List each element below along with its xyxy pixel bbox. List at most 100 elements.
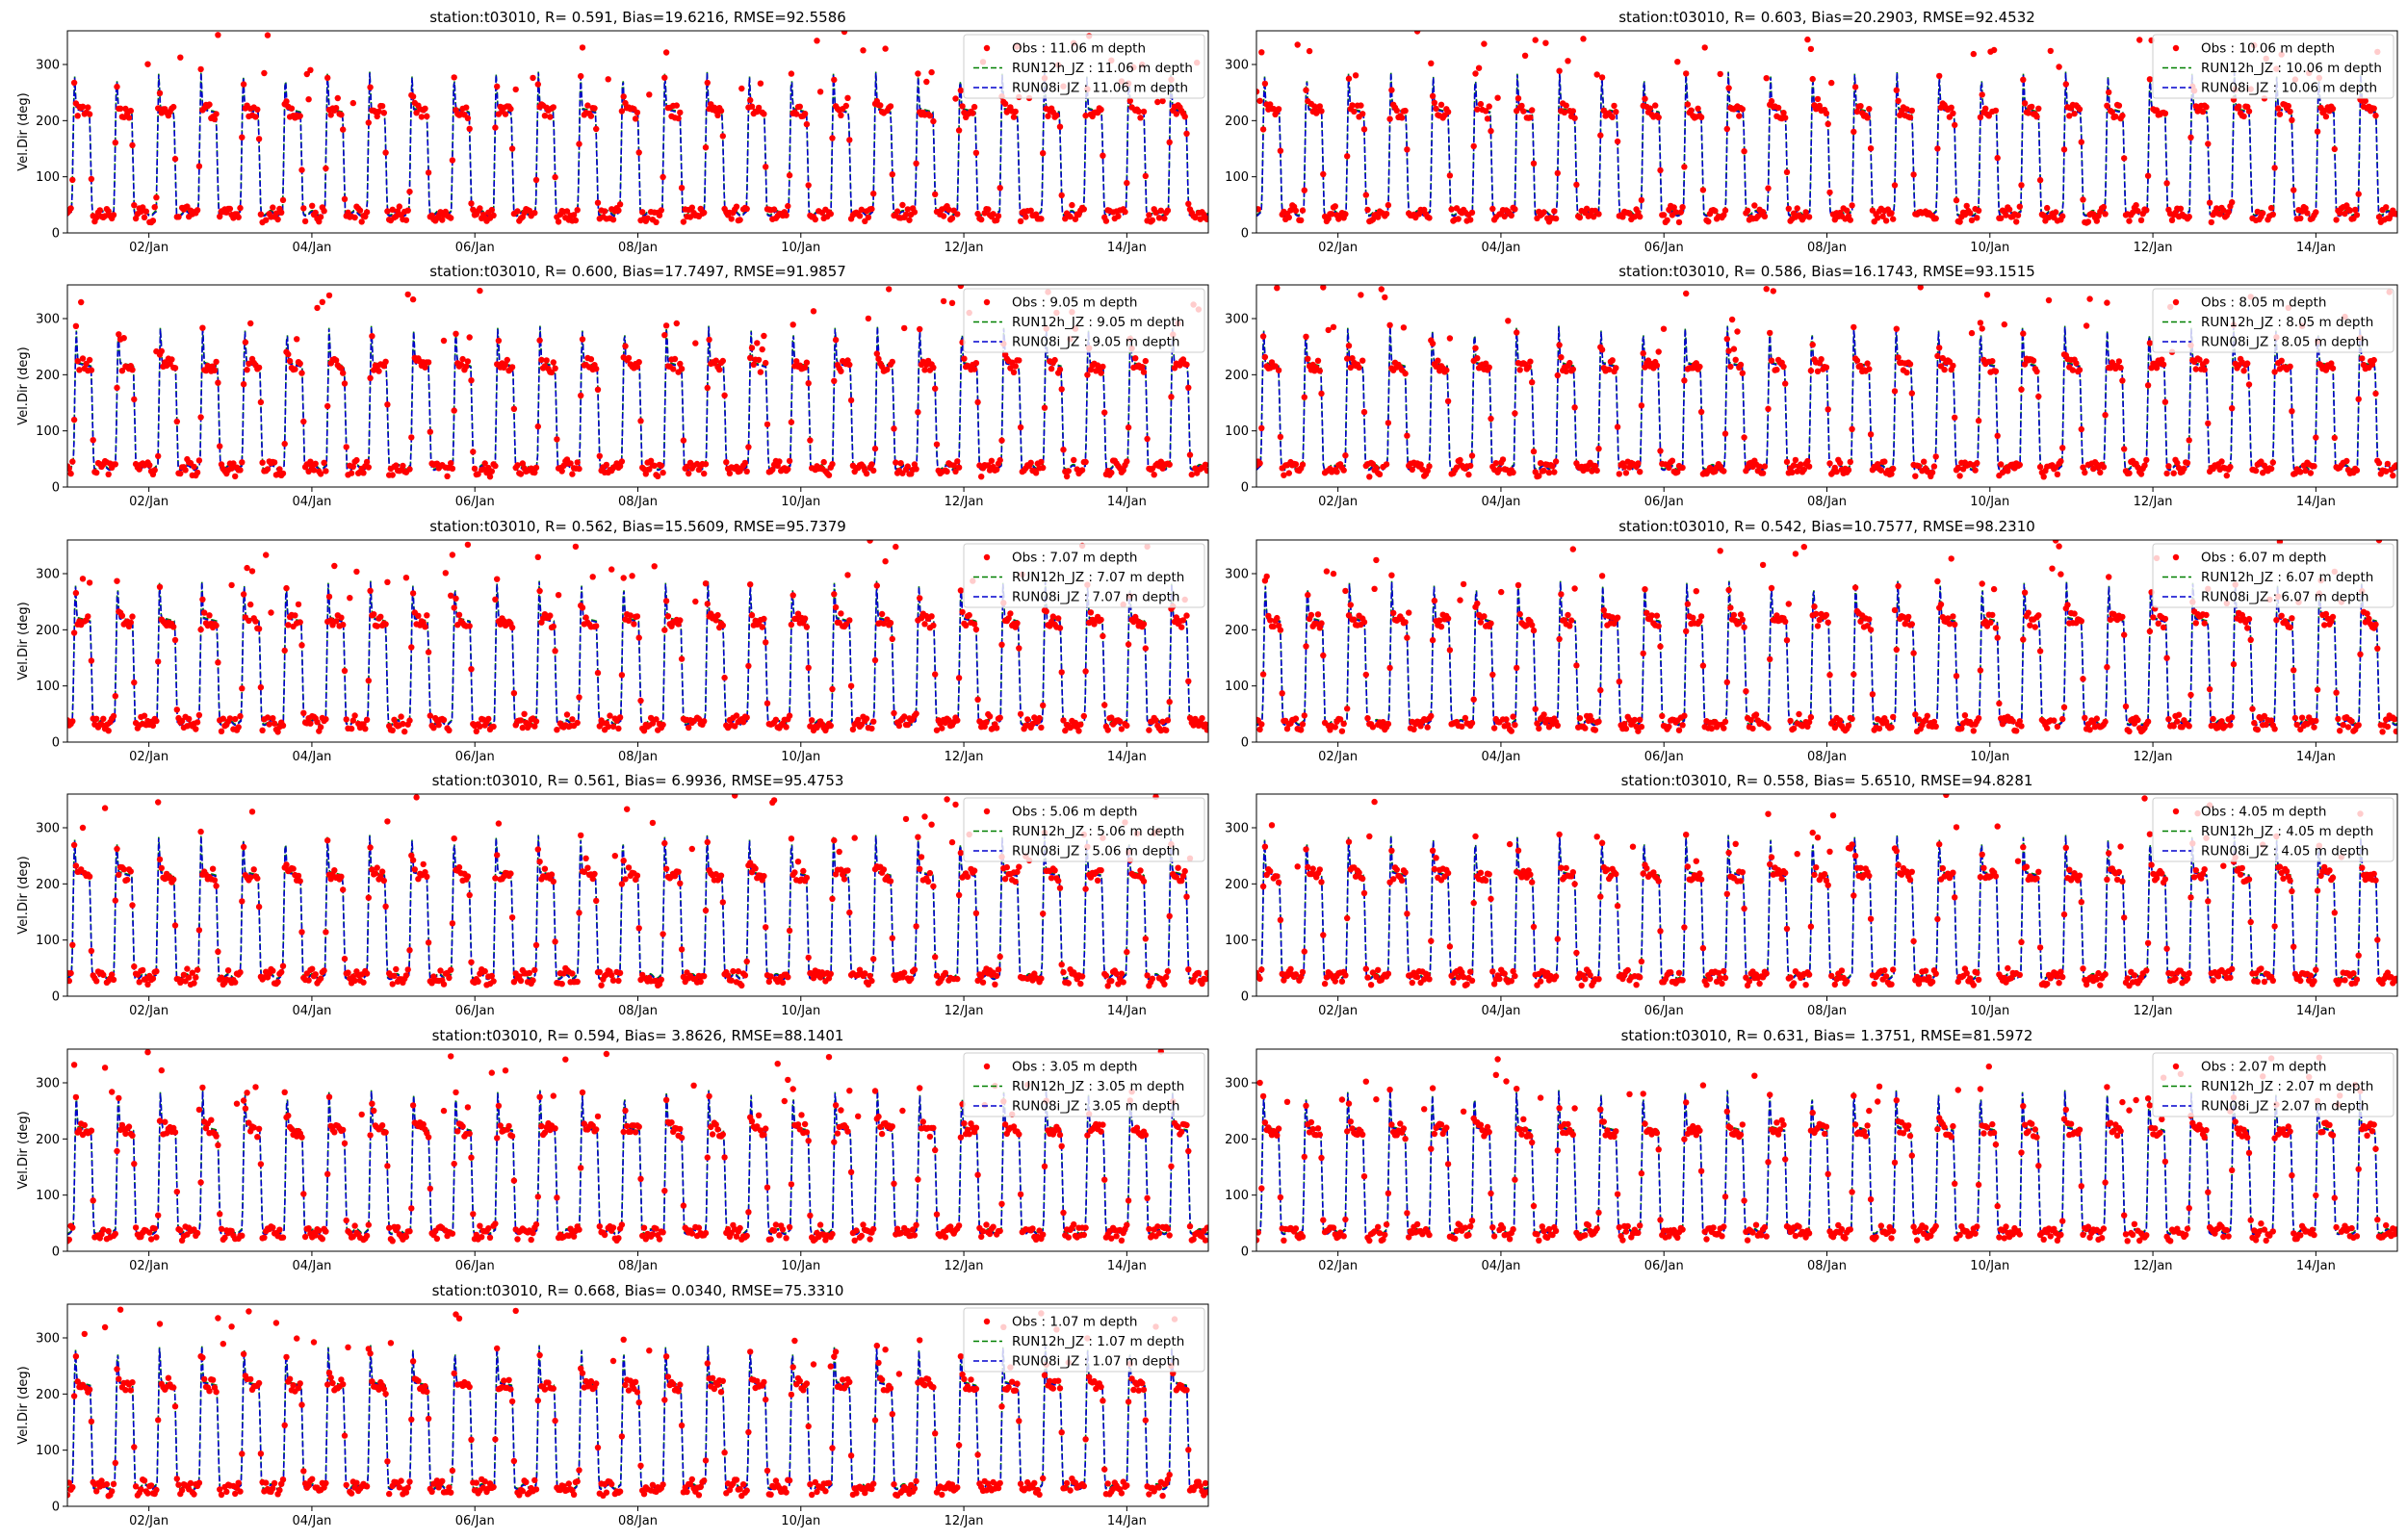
- obs-point: [509, 364, 515, 370]
- obs-point: [213, 359, 219, 365]
- obs-point: [1848, 217, 1853, 222]
- obs-point: [1371, 586, 1377, 592]
- obs-point: [886, 286, 892, 292]
- obs-point: [292, 612, 298, 618]
- obs-point: [503, 111, 508, 116]
- obs-point: [1069, 202, 1074, 208]
- obs-point: [129, 142, 135, 148]
- obs-point: [1525, 364, 1531, 370]
- obs-point: [131, 397, 137, 402]
- obs-point: [367, 85, 373, 90]
- obs-point: [783, 724, 789, 730]
- obs-point: [1780, 364, 1786, 370]
- obs-point: [542, 113, 548, 118]
- obs-point: [490, 213, 496, 218]
- obs-point: [894, 208, 900, 214]
- obs-point: [408, 434, 414, 440]
- obs-point: [943, 970, 948, 976]
- obs-point: [593, 366, 599, 372]
- obs-point: [588, 113, 594, 118]
- obs-point: [608, 566, 614, 572]
- obs-point: [252, 618, 258, 624]
- obs-point: [1167, 913, 1173, 919]
- obs-point: [1342, 588, 1348, 594]
- obs-point: [410, 296, 416, 302]
- obs-point: [375, 368, 381, 373]
- obs-point: [1315, 611, 1321, 617]
- legend: Obs : 8.05 m depthRUN12h_JZ : 8.05 m dep…: [2153, 289, 2394, 352]
- obs-point: [452, 407, 457, 413]
- obs-point: [789, 835, 794, 841]
- obs-point: [829, 135, 835, 141]
- obs-point: [1529, 107, 1535, 113]
- obs-point: [406, 189, 412, 194]
- obs-point: [1718, 71, 1723, 77]
- obs-point: [446, 975, 452, 981]
- obs-point: [1137, 115, 1143, 120]
- obs-point: [1256, 727, 1262, 732]
- obs-point: [636, 359, 642, 365]
- obs-point: [915, 70, 920, 76]
- obs-point: [1718, 548, 1723, 553]
- obs-point: [1760, 470, 1766, 475]
- obs-point: [1258, 966, 1264, 972]
- obs-point: [2116, 358, 2122, 364]
- obs-point: [1599, 74, 1605, 80]
- obs-point: [636, 925, 642, 931]
- obs-point: [1558, 591, 1564, 597]
- obs-point: [809, 717, 815, 723]
- obs-point: [1406, 609, 1411, 615]
- obs-point: [1540, 209, 1546, 215]
- obs-point: [1976, 208, 1981, 214]
- obs-point: [232, 474, 238, 479]
- obs-point: [660, 470, 665, 475]
- obs-point: [251, 866, 257, 872]
- obs-point: [956, 127, 962, 133]
- obs-point: [679, 185, 685, 191]
- obs-point: [703, 461, 709, 467]
- obs-point: [906, 218, 912, 223]
- obs-point: [1143, 173, 1149, 179]
- obs-point: [965, 874, 971, 880]
- obs-point: [1013, 879, 1019, 885]
- obs-point: [598, 983, 604, 988]
- obs-point: [254, 875, 260, 881]
- obs-point: [610, 217, 616, 222]
- obs-point: [1826, 190, 1832, 195]
- obs-point: [174, 419, 180, 424]
- obs-point: [578, 73, 583, 79]
- obs-point: [1432, 598, 1437, 603]
- obs-point: [381, 110, 387, 116]
- obs-point: [1555, 372, 1561, 378]
- obs-point: [1500, 456, 1506, 462]
- obs-point: [573, 218, 579, 223]
- obs-point: [1760, 562, 1766, 568]
- obs-point: [1344, 706, 1350, 711]
- obs-point: [1260, 884, 1266, 889]
- obs-point: [1278, 434, 1283, 440]
- obs-point: [2126, 218, 2132, 223]
- obs-point: [949, 839, 955, 845]
- obs-point: [1510, 470, 1515, 475]
- obs-point: [490, 978, 496, 984]
- x-tick-label: 04/Jan: [292, 241, 331, 255]
- obs-point: [403, 972, 409, 978]
- obs-point: [1079, 467, 1085, 473]
- legend: Obs : 7.07 m depthRUN12h_JZ : 7.07 m dep…: [964, 544, 1204, 607]
- obs-point: [1445, 109, 1451, 115]
- obs-point: [1322, 981, 1328, 987]
- obs-point: [146, 462, 152, 468]
- obs-point: [274, 979, 280, 985]
- obs-point: [1517, 611, 1523, 617]
- obs-point: [1018, 424, 1023, 430]
- obs-point: [1430, 93, 1436, 99]
- obs-point: [1165, 717, 1171, 723]
- obs-point: [807, 437, 813, 443]
- obs-point: [1570, 367, 1576, 372]
- obs-point: [270, 715, 275, 721]
- obs-point: [838, 610, 843, 616]
- obs-point: [1388, 573, 1394, 578]
- obs-point: [648, 715, 654, 721]
- obs-point: [267, 721, 272, 727]
- obs-point: [636, 634, 642, 640]
